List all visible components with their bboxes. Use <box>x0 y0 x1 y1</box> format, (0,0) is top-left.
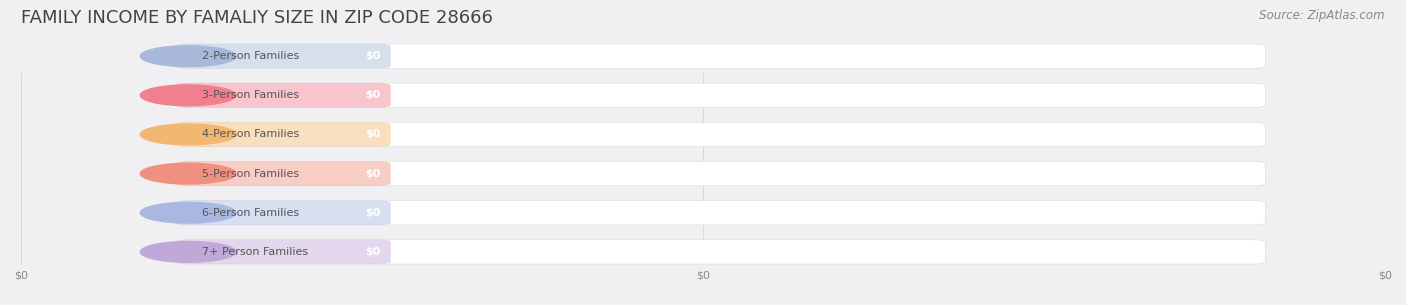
Text: 7+ Person Families: 7+ Person Families <box>202 247 308 257</box>
Text: $0: $0 <box>366 247 381 257</box>
Text: $0: $0 <box>366 90 381 100</box>
Text: $0: $0 <box>366 51 381 61</box>
Text: 5-Person Families: 5-Person Families <box>202 169 299 179</box>
Text: 4-Person Families: 4-Person Families <box>202 129 299 139</box>
Text: 6-Person Families: 6-Person Families <box>202 208 299 218</box>
Text: Source: ZipAtlas.com: Source: ZipAtlas.com <box>1260 9 1385 22</box>
Text: $0: $0 <box>366 208 381 218</box>
Text: FAMILY INCOME BY FAMALIY SIZE IN ZIP CODE 28666: FAMILY INCOME BY FAMALIY SIZE IN ZIP COD… <box>21 9 494 27</box>
Text: 2-Person Families: 2-Person Families <box>202 51 299 61</box>
Text: 3-Person Families: 3-Person Families <box>202 90 299 100</box>
Text: $0: $0 <box>366 129 381 139</box>
Text: $0: $0 <box>366 169 381 179</box>
